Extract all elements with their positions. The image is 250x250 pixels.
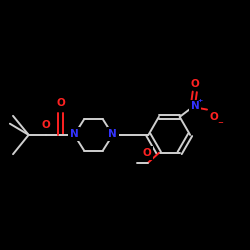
Text: O: O: [191, 78, 200, 88]
Text: N: N: [191, 101, 200, 111]
Text: +: +: [198, 98, 203, 103]
Text: O: O: [210, 112, 219, 122]
Text: O: O: [42, 120, 51, 130]
Text: N: N: [108, 129, 117, 139]
Text: −: −: [218, 120, 224, 126]
Text: N: N: [70, 129, 78, 139]
Text: O: O: [56, 98, 65, 108]
Text: O: O: [142, 148, 151, 158]
